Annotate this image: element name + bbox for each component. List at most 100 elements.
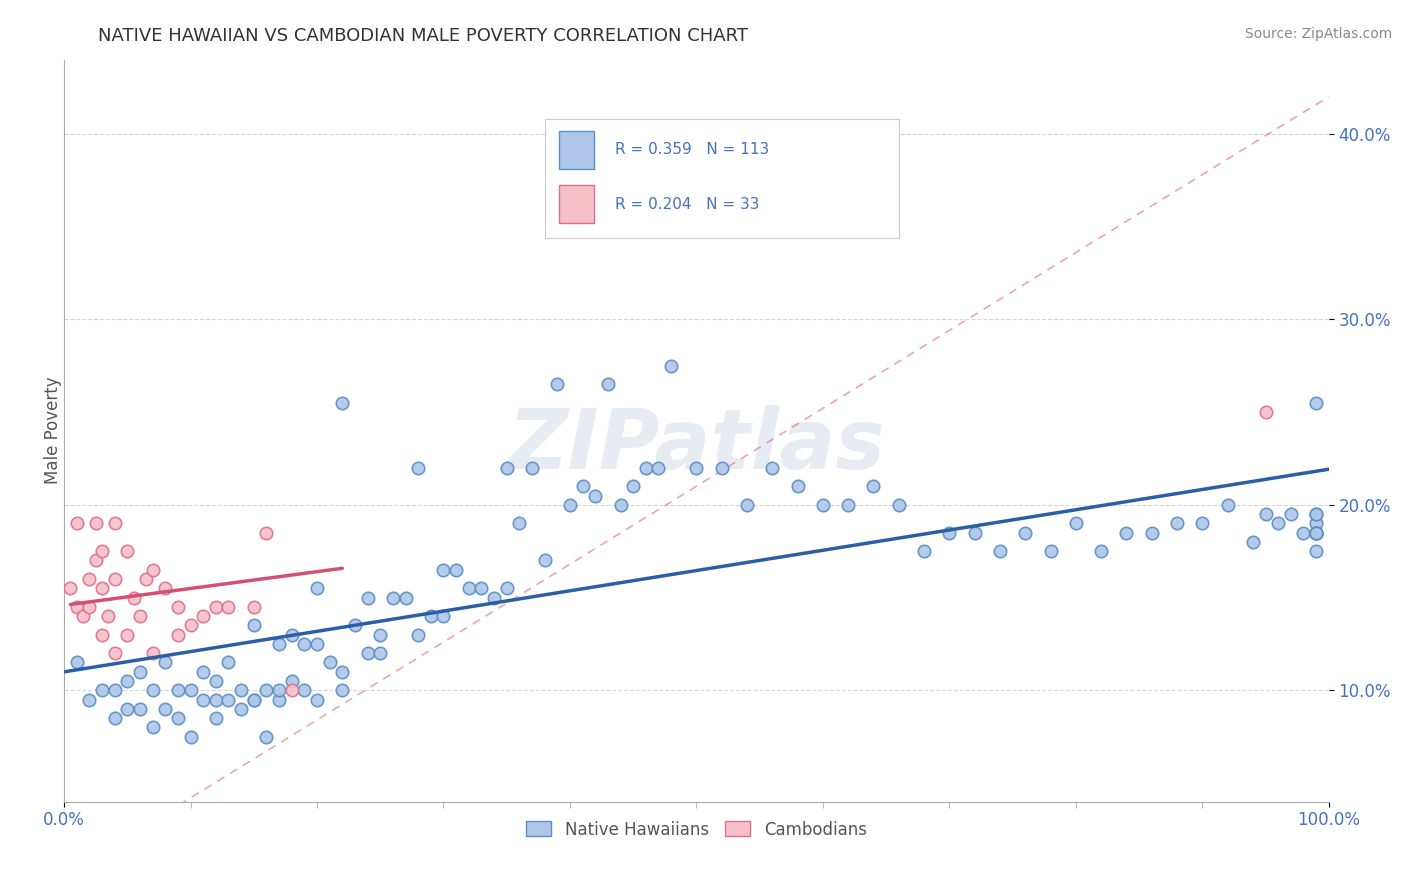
Point <box>242 618 264 632</box>
Point <box>343 618 366 632</box>
Point <box>193 609 215 624</box>
Point <box>1305 525 1327 540</box>
Point <box>180 730 202 744</box>
Point <box>837 498 859 512</box>
Point <box>167 711 190 725</box>
Point <box>1140 525 1163 540</box>
Point <box>596 377 619 392</box>
Point <box>180 683 202 698</box>
Point <box>135 572 157 586</box>
Point <box>267 637 290 651</box>
Point <box>432 609 454 624</box>
Point <box>193 665 215 679</box>
Point <box>862 479 884 493</box>
Point <box>66 656 89 670</box>
Point <box>142 563 165 577</box>
Point <box>1305 525 1327 540</box>
Point <box>647 460 669 475</box>
Point <box>217 599 239 614</box>
Point <box>558 498 581 512</box>
Point <box>129 665 152 679</box>
Point <box>546 377 568 392</box>
Point <box>988 544 1011 558</box>
Point <box>155 581 177 595</box>
Point <box>394 591 416 605</box>
Point <box>659 359 682 373</box>
Point <box>242 692 264 706</box>
Point <box>180 618 202 632</box>
Point <box>97 609 120 624</box>
Point <box>104 683 127 698</box>
Point <box>520 460 543 475</box>
Point <box>104 711 127 725</box>
Point <box>104 572 127 586</box>
Point <box>457 581 479 595</box>
Point <box>72 609 94 624</box>
Point <box>1305 516 1327 531</box>
Point <box>117 673 139 688</box>
Point <box>205 673 228 688</box>
Text: Source: ZipAtlas.com: Source: ZipAtlas.com <box>1244 27 1392 41</box>
Point <box>104 646 127 660</box>
Point <box>167 599 190 614</box>
Point <box>79 692 101 706</box>
Point <box>167 627 190 641</box>
Point <box>634 460 657 475</box>
Point <box>205 692 228 706</box>
Point <box>129 702 152 716</box>
Point <box>368 627 391 641</box>
Point <box>117 627 139 641</box>
Point <box>685 460 707 475</box>
Point <box>84 516 107 531</box>
Point <box>292 637 315 651</box>
Point <box>710 460 733 475</box>
Point <box>1305 544 1327 558</box>
Text: ZIPatlas: ZIPatlas <box>508 405 886 486</box>
Point <box>129 609 152 624</box>
Point <box>571 479 593 493</box>
Point <box>79 599 101 614</box>
Point <box>470 581 492 595</box>
Point <box>495 581 517 595</box>
Point <box>609 498 631 512</box>
Point <box>205 711 228 725</box>
Point <box>59 581 82 595</box>
Y-axis label: Male Poverty: Male Poverty <box>44 376 62 484</box>
Point <box>267 683 290 698</box>
Text: NATIVE HAWAIIAN VS CAMBODIAN MALE POVERTY CORRELATION CHART: NATIVE HAWAIIAN VS CAMBODIAN MALE POVERT… <box>98 27 748 45</box>
Point <box>193 692 215 706</box>
Point <box>482 591 505 605</box>
Point <box>254 525 277 540</box>
Point <box>142 720 165 734</box>
Point <box>1305 507 1327 521</box>
Point <box>305 637 328 651</box>
Point <box>1305 525 1327 540</box>
Point <box>142 646 165 660</box>
Point <box>267 692 290 706</box>
Point <box>1064 516 1087 531</box>
Point <box>1292 525 1315 540</box>
Point <box>318 656 340 670</box>
Point <box>356 646 378 660</box>
Point <box>1014 525 1036 540</box>
Point <box>142 683 165 698</box>
Point <box>229 683 252 698</box>
Point <box>1039 544 1062 558</box>
Point <box>761 460 783 475</box>
Point <box>330 683 353 698</box>
Point <box>305 581 328 595</box>
Point <box>963 525 986 540</box>
Point <box>155 656 177 670</box>
Point <box>91 544 114 558</box>
Point <box>583 489 606 503</box>
Point <box>786 479 808 493</box>
Point <box>1305 525 1327 540</box>
Point <box>1090 544 1112 558</box>
Point <box>356 591 378 605</box>
Legend: Native Hawaiians, Cambodians: Native Hawaiians, Cambodians <box>520 814 873 846</box>
Point <box>1191 516 1213 531</box>
Point <box>155 702 177 716</box>
Point <box>91 683 114 698</box>
Point <box>406 460 429 475</box>
Point <box>280 673 302 688</box>
